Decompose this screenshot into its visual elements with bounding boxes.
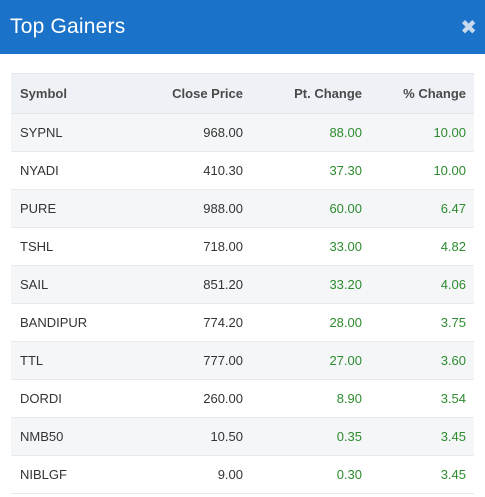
cell-pct-change: 3.60 [440, 353, 466, 368]
cell-close-price: 851.20 [203, 277, 243, 292]
column-header-symbol[interactable]: Symbol [11, 73, 140, 114]
close-icon[interactable]: ✖ [460, 17, 477, 39]
cell-pt-change: 28.00 [329, 315, 362, 330]
table-row[interactable]: TTL 777.00 27.00 3.60 [11, 341, 474, 380]
cell-pt-change: 60.00 [329, 201, 362, 216]
table-row[interactable]: SAIL 851.20 33.20 4.06 [11, 265, 474, 304]
dialog-header: Top Gainers ✖ [0, 0, 485, 54]
gainers-table-container: Symbol Close Price Pt. Change % Change S… [11, 73, 474, 494]
cell-pct-change: 3.54 [440, 391, 466, 406]
cell-pt-change: 33.20 [329, 277, 362, 292]
table-row[interactable]: SYPNL 968.00 88.00 10.00 [11, 113, 474, 152]
cell-close-price: 260.00 [203, 391, 243, 406]
table-row[interactable]: PURE 988.00 60.00 6.47 [11, 189, 474, 228]
cell-close-price: 988.00 [203, 201, 243, 216]
cell-pt-change: 33.00 [329, 239, 362, 254]
cell-pt-change: 0.30 [336, 467, 362, 482]
cell-symbol: NIBLGF [20, 467, 67, 482]
cell-pct-change: 4.82 [440, 239, 466, 254]
cell-pct-change: 10.00 [433, 163, 466, 178]
cell-close-price: 410.30 [203, 163, 243, 178]
table-row[interactable]: NIBLGF 9.00 0.30 3.45 [11, 455, 474, 494]
cell-symbol: BANDIPUR [20, 315, 88, 330]
cell-symbol: PURE [20, 201, 57, 216]
cell-pct-change: 4.06 [440, 277, 466, 292]
cell-close-price: 718.00 [203, 239, 243, 254]
cell-pt-change: 8.90 [336, 391, 362, 406]
cell-close-price: 10.50 [210, 429, 243, 444]
cell-symbol: TTL [20, 353, 44, 368]
column-header-pt-change[interactable]: Pt. Change [243, 73, 362, 114]
cell-close-price: 777.00 [203, 353, 243, 368]
column-header-pct-change[interactable]: % Change [362, 73, 474, 114]
table-row[interactable]: NMB50 10.50 0.35 3.45 [11, 417, 474, 456]
table-row[interactable]: DORDI 260.00 8.90 3.54 [11, 379, 474, 418]
cell-pct-change: 3.75 [440, 315, 466, 330]
table-body: SYPNL 968.00 88.00 10.00 NYADI 410.30 37.30 10.… [11, 113, 474, 494]
cell-pct-change: 3.45 [440, 429, 466, 444]
cell-symbol: NMB50 [20, 429, 64, 444]
table-row[interactable]: NYADI 410.30 37.30 10.00 [11, 151, 474, 190]
cell-pct-change: 6.47 [440, 201, 466, 216]
cell-close-price: 968.00 [203, 125, 243, 140]
cell-symbol: SYPNL [20, 125, 63, 140]
cell-pt-change: 0.35 [336, 429, 362, 444]
cell-pt-change: 37.30 [329, 163, 362, 178]
cell-close-price: 774.20 [203, 315, 243, 330]
column-header-close-price[interactable]: Close Price [140, 73, 243, 114]
table-row[interactable]: BANDIPUR 774.20 28.00 3.75 [11, 303, 474, 342]
dialog-title: Top Gainers [10, 15, 126, 38]
table-header-row: Symbol Close Price Pt. Change % Change [11, 73, 474, 114]
cell-symbol: NYADI [20, 163, 59, 178]
cell-symbol: TSHL [20, 239, 54, 254]
table-row[interactable]: TSHL 718.00 33.00 4.82 [11, 227, 474, 266]
cell-pt-change: 88.00 [329, 125, 362, 140]
cell-pct-change: 10.00 [433, 125, 466, 140]
gainers-table: Symbol Close Price Pt. Change % Change S… [11, 73, 474, 494]
cell-symbol: SAIL [20, 277, 49, 292]
cell-symbol: DORDI [20, 391, 62, 406]
cell-close-price: 9.00 [217, 467, 243, 482]
cell-pct-change: 3.45 [440, 467, 466, 482]
cell-pt-change: 27.00 [329, 353, 362, 368]
